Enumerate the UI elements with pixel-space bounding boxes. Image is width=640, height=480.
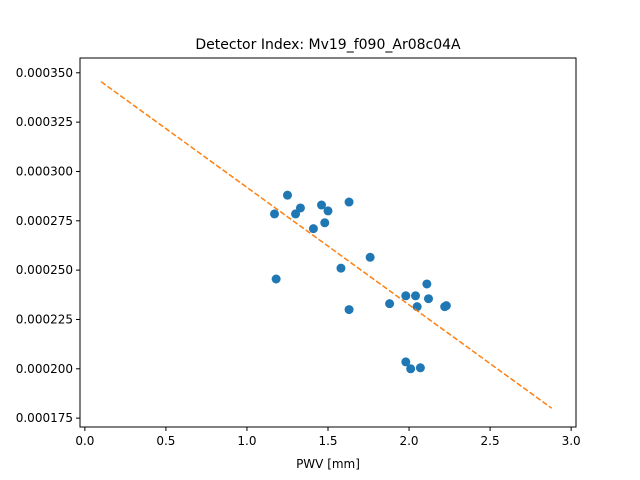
x-tick-label: 3.0 — [562, 434, 581, 448]
data-point-18 — [422, 279, 432, 289]
x-tick-label: 2.0 — [399, 434, 418, 448]
data-point-19 — [423, 294, 433, 304]
y-tick-label: 0.000275 — [16, 214, 73, 228]
y-tick-label: 0.000175 — [16, 411, 73, 425]
x-axis: 0.0 0.5 1.0 1.5 2.0 2.5 3.0 — [75, 427, 581, 448]
data-point-1 — [270, 209, 280, 219]
data-point-11 — [344, 305, 354, 315]
data-point-6 — [317, 200, 327, 210]
data-point-15 — [401, 291, 411, 301]
x-tick-label: 0.5 — [156, 434, 175, 448]
data-point-7 — [320, 218, 330, 228]
data-point-14 — [385, 299, 395, 309]
x-tick-label: 1.0 — [237, 434, 256, 448]
chart-title: Detector Index: Mv19_f090_Ar08c04A — [195, 37, 461, 53]
data-point-13 — [365, 252, 375, 262]
x-tick-label: 0.0 — [75, 434, 94, 448]
y-tick-label: 0.000225 — [16, 312, 73, 326]
data-point-22 — [401, 357, 411, 367]
y-tick-label: 0.000300 — [16, 164, 73, 178]
y-tick-label: 0.000350 — [16, 66, 73, 80]
data-point-5 — [308, 224, 318, 234]
y-tick-label: 0.000200 — [16, 362, 73, 376]
data-point-21 — [440, 302, 450, 312]
data-point-16 — [411, 291, 421, 301]
data-point-9 — [344, 197, 354, 207]
x-axis-label: PWV [mm] — [296, 457, 360, 471]
data-point-24 — [415, 363, 425, 373]
y-axis: 0.000175 0.000200 0.000225 0.000250 0.000275… — [16, 66, 80, 425]
data-point-17 — [412, 302, 422, 312]
y-tick-label: 0.000250 — [16, 263, 73, 277]
x-tick-label: 1.5 — [318, 434, 337, 448]
data-point-2 — [282, 190, 292, 200]
fit-line — [100, 81, 553, 409]
data-point-8 — [323, 206, 333, 216]
data-point-23 — [406, 364, 416, 374]
plot-area — [100, 81, 553, 409]
data-point-10 — [336, 263, 346, 273]
data-point-4 — [295, 203, 305, 213]
y-tick-label: 0.000325 — [16, 115, 73, 129]
data-point-3 — [291, 209, 301, 219]
x-tick-label: 2.5 — [481, 434, 500, 448]
data-point-12 — [271, 274, 281, 284]
